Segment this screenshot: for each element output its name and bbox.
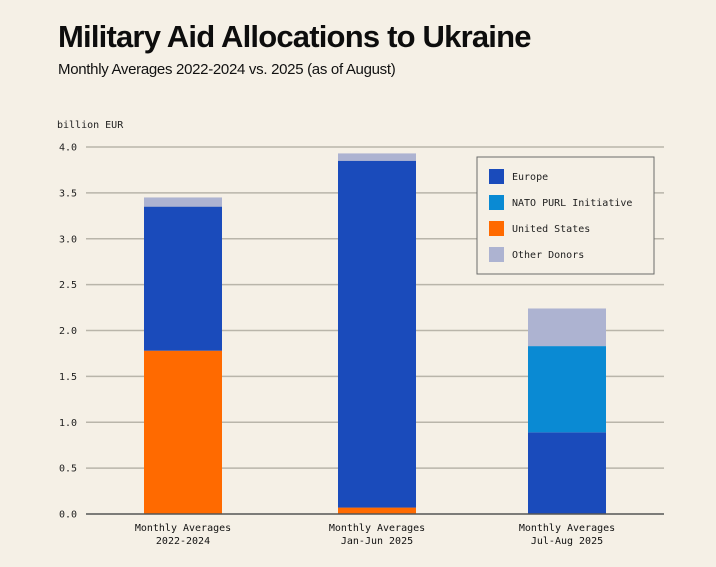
x-tick-label: Monthly Averages	[519, 523, 615, 534]
bar-segment-europe	[144, 206, 222, 351]
bar-segment-europe	[338, 160, 416, 508]
x-tick-label: Jan-Jun 2025	[341, 536, 413, 547]
x-tick-label: Monthly Averages	[329, 523, 425, 534]
x-tick-label: 2022-2024	[156, 536, 210, 547]
legend-swatch	[489, 221, 504, 236]
bar-segment-united-states	[338, 507, 416, 514]
y-tick-label: 1.0	[59, 418, 77, 429]
x-tick-label: Monthly Averages	[135, 523, 231, 534]
x-tick-label: Jul-Aug 2025	[531, 536, 603, 547]
bar-segment-other-donors	[338, 153, 416, 161]
x-axis-labels: Monthly Averages 2022-2024 Monthly Average…	[135, 523, 615, 547]
y-tick-label: 1.5	[59, 372, 77, 383]
bar-segment-other-donors	[528, 308, 606, 347]
y-tick-label: 3.0	[59, 234, 77, 245]
bar-segment-united-states	[144, 350, 222, 514]
legend-label: NATO PURL Initiative	[512, 198, 632, 209]
legend: Europe NATO PURL Initiative United States O…	[476, 156, 655, 275]
legend-label: United States	[512, 224, 590, 235]
legend-box	[476, 156, 655, 275]
chart-subtitle: Monthly Averages 2022-2024 vs. 2025 (as …	[58, 61, 396, 78]
legend-swatch	[489, 247, 504, 262]
bar-segment-europe	[528, 432, 606, 514]
bar-segment-other-donors	[144, 197, 222, 207]
bars	[144, 153, 606, 514]
y-tick-label: 4.0	[59, 143, 77, 154]
y-tick-label: 0.5	[59, 464, 77, 475]
y-tick-label: 2.0	[59, 326, 77, 337]
y-axis-ticks: 0.0 0.5 1.0 1.5 2.0 2.5 3.0 3.5 4.0	[59, 143, 77, 521]
y-tick-label: 0.0	[59, 510, 77, 521]
y-axis-unit-label: billion EUR	[57, 120, 124, 131]
legend-swatch	[489, 195, 504, 210]
legend-label: Europe	[512, 172, 548, 183]
legend-swatch	[489, 169, 504, 184]
y-tick-label: 2.5	[59, 280, 77, 291]
bar-segment-nato-purl-initiative	[528, 346, 606, 433]
chart-title: Military Aid Allocations to Ukraine	[58, 19, 531, 54]
y-tick-label: 3.5	[59, 188, 77, 199]
legend-label: Other Donors	[512, 250, 584, 261]
